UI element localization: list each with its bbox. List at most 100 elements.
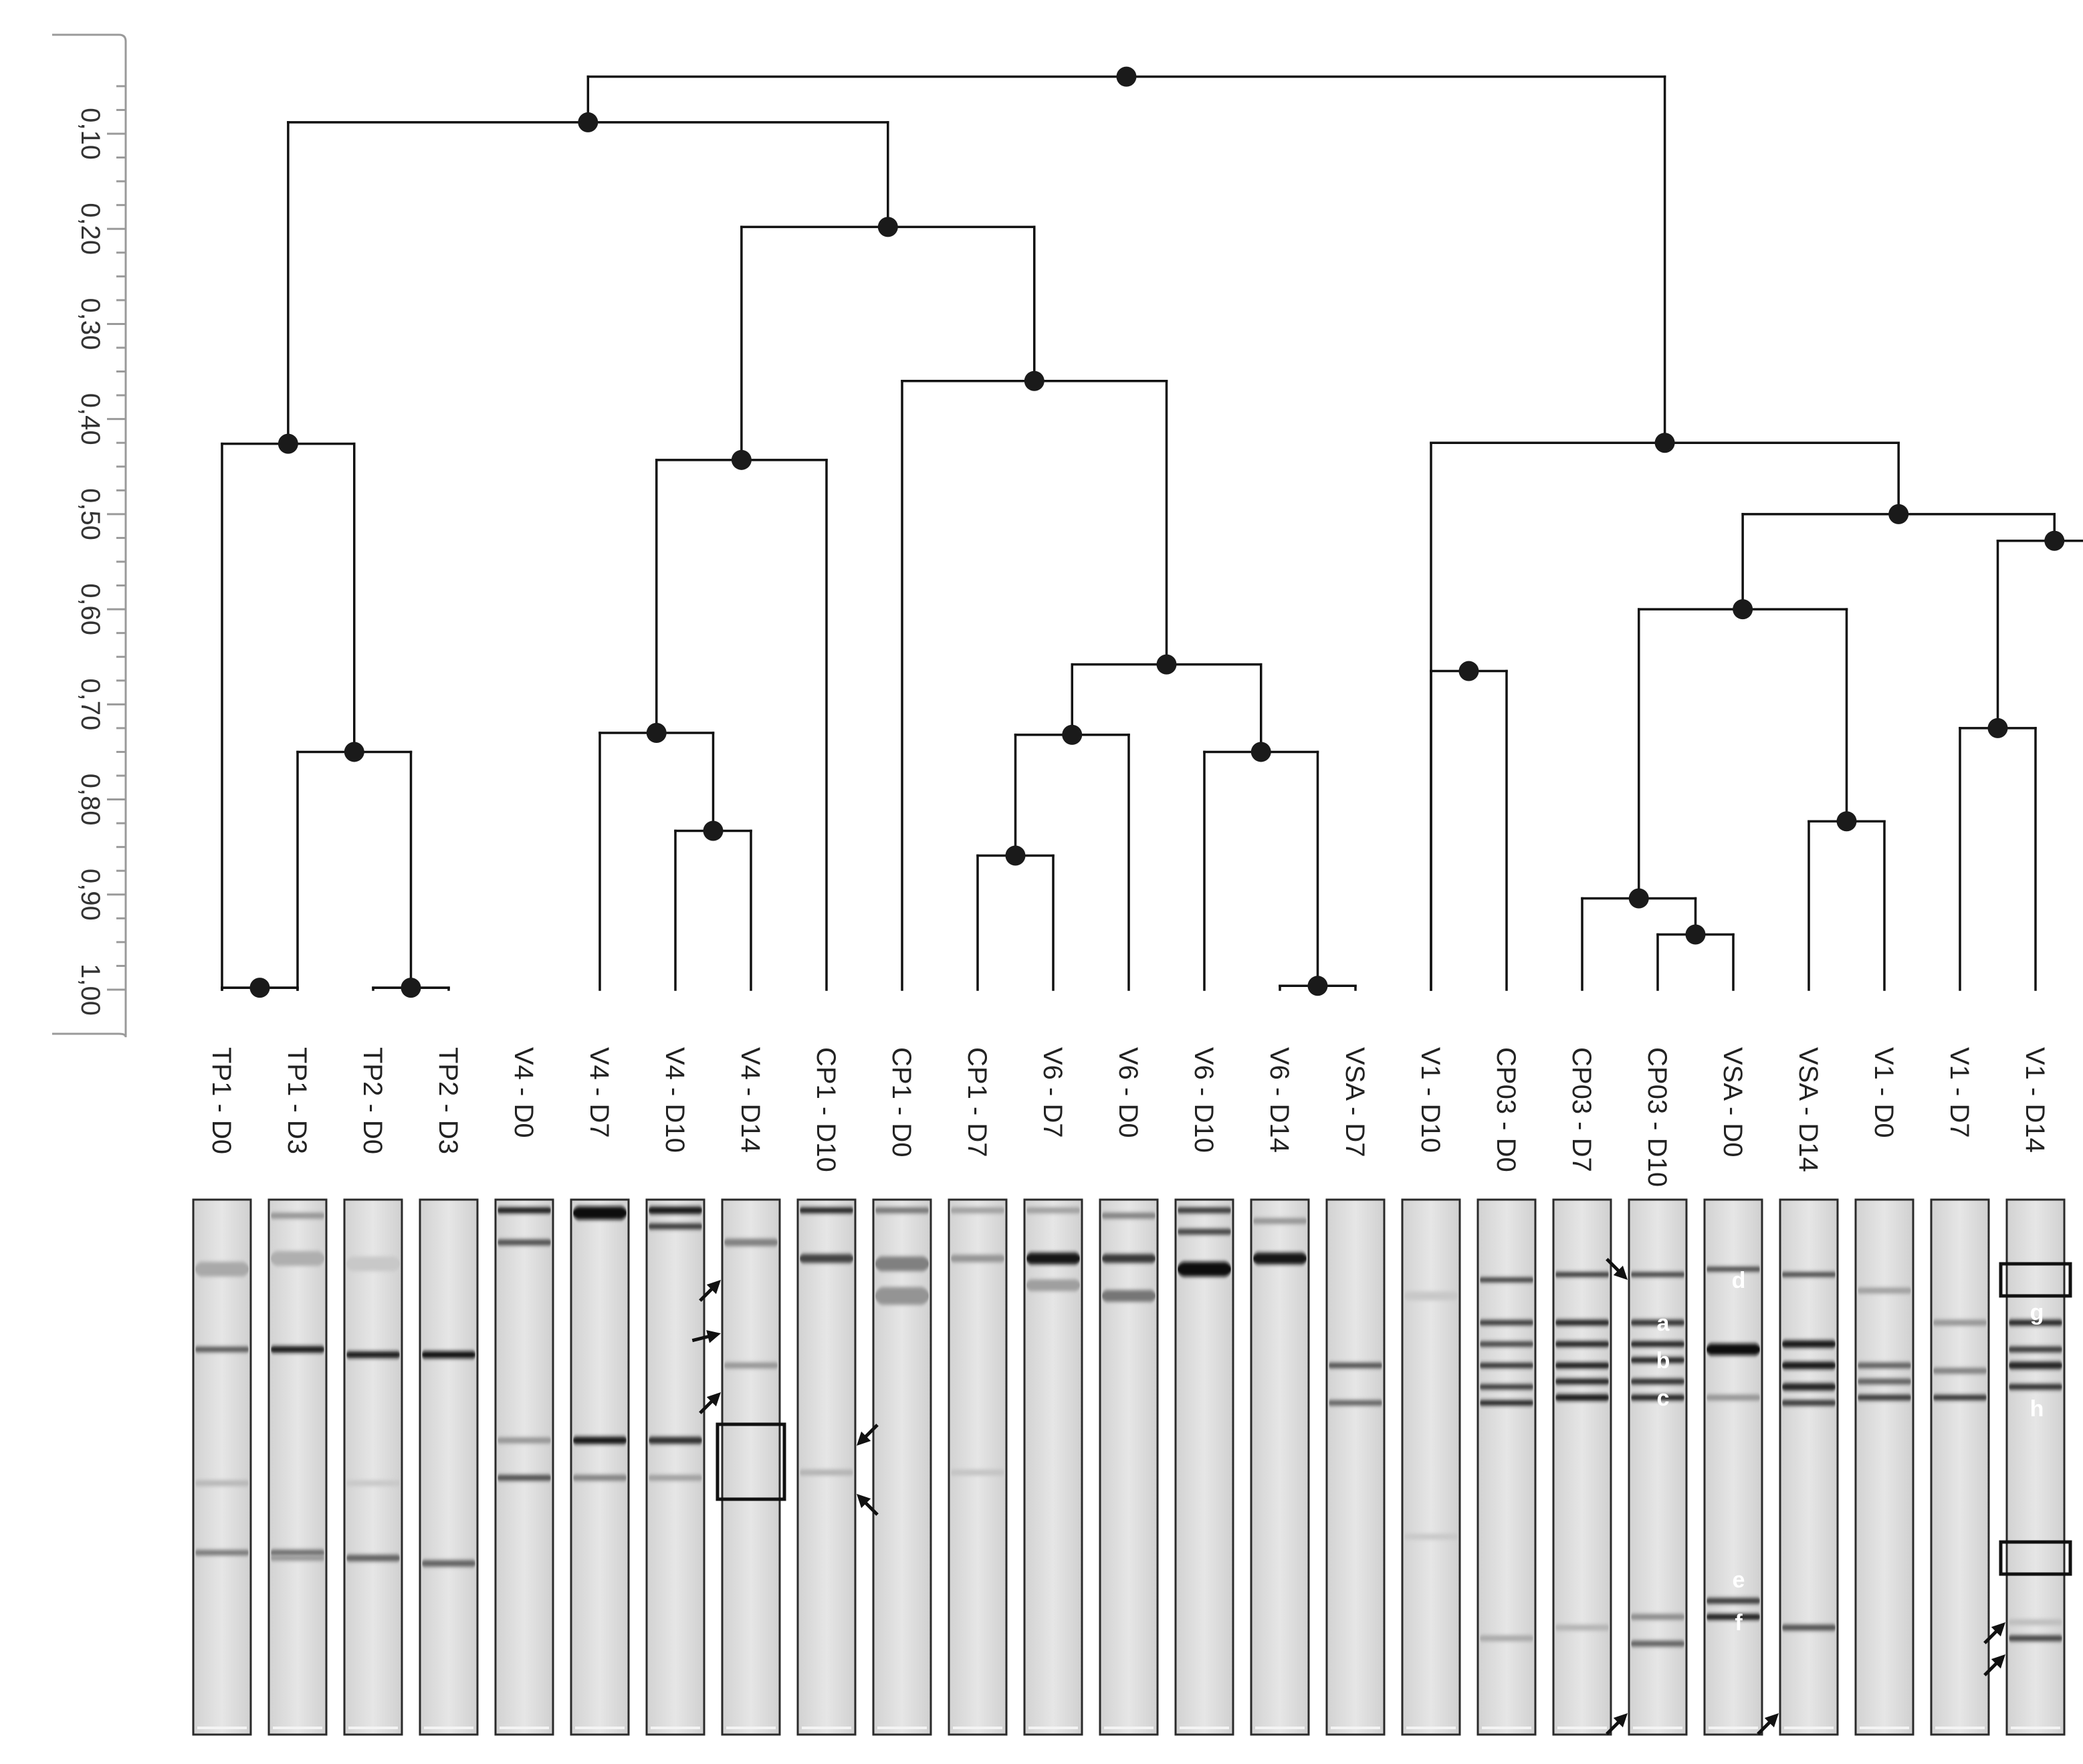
band-letter: d — [1732, 1268, 1746, 1293]
dendrogram-node — [1654, 433, 1675, 453]
gel-band — [1178, 1228, 1231, 1235]
lane-background — [1628, 1198, 1688, 1736]
band-letter: c — [1657, 1386, 1670, 1411]
axis-tick-label: 0,70 — [76, 678, 105, 730]
dendrogram-node — [278, 433, 298, 454]
gel-band — [1480, 1635, 1533, 1642]
dendrogram-node — [1062, 724, 1083, 745]
band-arrow — [699, 1392, 721, 1414]
sample-label: V1 - D14 — [2020, 1047, 2050, 1153]
lane-background — [721, 1198, 781, 1736]
gel-band — [724, 1238, 778, 1246]
gel-lane — [419, 1198, 479, 1736]
gel-band — [1782, 1340, 1836, 1348]
sample-label: V4 - D7 — [584, 1047, 614, 1138]
dendrogram-node — [249, 978, 270, 998]
lane-background — [1250, 1198, 1310, 1736]
gel-band — [1858, 1394, 1911, 1401]
lane-background — [343, 1198, 403, 1736]
gel-band — [271, 1212, 324, 1219]
gel-band — [1933, 1395, 1987, 1400]
gel-band — [1555, 1341, 1609, 1347]
gel-band — [1329, 1363, 1382, 1368]
sample-label: V1 - D0 — [1869, 1047, 1898, 1138]
lane-background — [192, 1198, 252, 1736]
sample-labels: TP1 - D0 TP1 - D3 TP2 - D0 TP2 - D3 V4 - D0 V… — [207, 1047, 2050, 1187]
gel-band — [573, 1474, 627, 1481]
gel-lane — [494, 1198, 554, 1736]
sample-label: CP03 - D0 — [1491, 1047, 1521, 1172]
sample-label: V4 - D14 — [736, 1047, 765, 1153]
gel-band — [724, 1362, 778, 1369]
gel-lane — [1401, 1198, 1461, 1736]
gel-band — [2009, 1319, 2062, 1326]
gel-band — [1102, 1212, 1156, 1219]
gel-lane — [1476, 1198, 1537, 1736]
lane-background — [494, 1198, 554, 1736]
gel-lane — [872, 1198, 932, 1736]
sample-label: CP1 - D10 — [811, 1047, 841, 1172]
dendrogram-node — [401, 978, 421, 998]
lane-background — [645, 1198, 705, 1736]
gel-band — [271, 1346, 324, 1353]
sample-label: CP1 - D0 — [887, 1047, 916, 1157]
band-arrow — [691, 1330, 721, 1343]
lane-background — [1552, 1198, 1612, 1736]
axis-tick-label: 0,40 — [76, 393, 105, 445]
gel-band — [1631, 1341, 1684, 1347]
gel-band — [1329, 1400, 1382, 1406]
gel-band — [1480, 1384, 1533, 1390]
band-arrow — [857, 1424, 879, 1446]
gel-band — [1555, 1378, 1609, 1385]
gel-band — [1707, 1343, 1760, 1355]
gel-band — [1782, 1383, 1836, 1391]
band-letter: g — [2030, 1300, 2044, 1325]
gel-band — [800, 1469, 853, 1476]
gel-band — [1102, 1290, 1156, 1302]
gel-band — [2009, 1619, 2062, 1626]
gel-band — [498, 1239, 551, 1246]
sample-label: CP1 - D7 — [962, 1047, 992, 1157]
gel-band — [346, 1480, 400, 1486]
gel-band — [498, 1207, 551, 1214]
axis-tick-label: 0,90 — [76, 869, 105, 921]
band-arrow — [1606, 1258, 1628, 1280]
gel-lane — [1250, 1198, 1310, 1736]
gel-band — [1480, 1363, 1533, 1368]
gel-band — [1858, 1378, 1911, 1385]
lane-background — [1930, 1198, 1990, 1736]
sample-label: TP2 - D3 — [433, 1047, 463, 1154]
gel-band — [1782, 1361, 1836, 1369]
gel-band — [1026, 1279, 1080, 1291]
gel-band — [1480, 1277, 1533, 1283]
sample-label: CP03 - D10 — [1642, 1047, 1672, 1187]
sample-label: V6 - D10 — [1189, 1047, 1218, 1153]
gel-lane — [1703, 1198, 1763, 1736]
dendrogram-node — [2044, 530, 2065, 551]
gel-band — [951, 1207, 1004, 1214]
gel-band — [951, 1469, 1004, 1476]
gel-band — [422, 1351, 475, 1359]
dendrogram-node — [1458, 661, 1479, 681]
axis-tick-label: 0,10 — [76, 108, 105, 160]
gel-band — [1555, 1394, 1609, 1401]
gel-band — [2009, 1635, 2062, 1642]
lane-background — [1325, 1198, 1386, 1736]
sample-label: V1 - D7 — [1945, 1047, 1974, 1138]
gel-band — [1631, 1272, 1684, 1277]
highlight-box — [716, 1422, 786, 1501]
lane-background — [1174, 1198, 1234, 1736]
gel-band — [1782, 1400, 1836, 1406]
dendrogram-node — [1987, 718, 2008, 738]
gel-band — [1631, 1614, 1684, 1620]
sample-label: VSA - D0 — [1718, 1047, 1747, 1157]
highlight-box — [1999, 1540, 2072, 1576]
axis-tick-label: 0,30 — [76, 298, 105, 350]
gel-band — [1026, 1252, 1080, 1264]
axis-tick-label: 0,80 — [76, 774, 105, 826]
band-arrow — [1606, 1713, 1628, 1735]
gel-band — [271, 1549, 324, 1556]
gel-band — [1631, 1319, 1684, 1326]
gel-band — [1707, 1614, 1760, 1620]
lane-background — [1099, 1198, 1159, 1736]
